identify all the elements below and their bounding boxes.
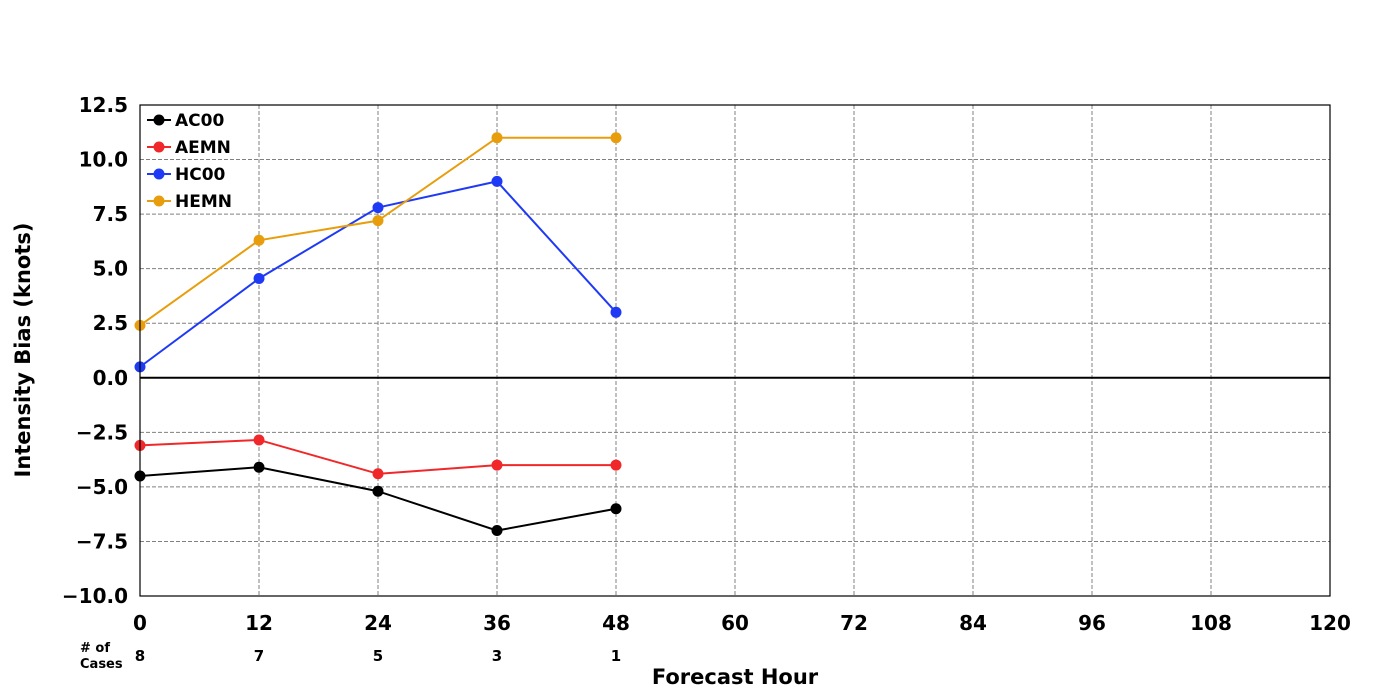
- legend-label: HC00: [175, 165, 226, 185]
- y-tick-label: 5.0: [93, 257, 128, 281]
- series-hc00: [134, 175, 622, 373]
- legend-item-hemn: HEMN: [147, 192, 232, 212]
- x-tick-label: 120: [1309, 611, 1351, 635]
- cases-label-line1: # of: [80, 641, 110, 656]
- legend-label: HEMN: [175, 192, 232, 212]
- data-point-hc00: [253, 272, 265, 284]
- legend-swatch-marker: [153, 195, 165, 207]
- legend-label: AC00: [175, 111, 224, 131]
- x-tick-label: 108: [1190, 611, 1232, 635]
- legend-swatch-marker: [153, 141, 165, 153]
- data-point-aemn: [372, 468, 384, 480]
- data-point-aemn: [253, 434, 265, 446]
- data-point-hemn: [372, 215, 384, 227]
- cases-count: 5: [373, 647, 383, 665]
- data-point-hemn: [253, 234, 265, 246]
- x-tick-label: 12: [245, 611, 273, 635]
- y-tick-label: −5.0: [76, 475, 128, 499]
- legend-item-aemn: AEMN: [147, 138, 231, 158]
- series-layer: [134, 132, 622, 537]
- data-point-ac00: [491, 525, 503, 537]
- data-point-hc00: [610, 306, 622, 318]
- cases-count: 8: [135, 647, 145, 665]
- cases-count: 3: [492, 647, 502, 665]
- legend-swatch-marker: [153, 114, 165, 126]
- x-axis-title: Forecast Hour: [652, 665, 819, 689]
- cases-count: 1: [611, 647, 621, 665]
- y-tick-labels: −10.0 −7.5 −5.0 −2.5 0.0 2.5 5.0 7.5 10.0 12.5: [62, 93, 128, 608]
- x-tick-label: 96: [1078, 611, 1106, 635]
- x-tick-label: 36: [483, 611, 511, 635]
- data-point-hemn: [491, 132, 503, 144]
- y-axis-title: Intensity Bias (knots): [11, 223, 35, 478]
- y-tick-label: 0.0: [93, 366, 128, 390]
- cases-label-line2: Cases: [80, 657, 123, 672]
- data-point-ac00: [610, 503, 622, 515]
- legend: AC00 AEMN HC00 HEMN: [147, 111, 232, 212]
- data-point-aemn: [610, 459, 622, 471]
- x-tick-label: 0: [133, 611, 147, 635]
- y-tick-label: 7.5: [93, 202, 128, 226]
- x-tick-label: 72: [840, 611, 868, 635]
- cases-count: 7: [254, 647, 264, 665]
- series-aemn: [134, 434, 622, 480]
- x-tick-label: 60: [721, 611, 749, 635]
- data-point-aemn: [491, 459, 503, 471]
- data-point-ac00: [253, 461, 265, 473]
- legend-item-hc00: HC00: [147, 165, 226, 185]
- y-tick-label: −10.0: [62, 584, 128, 608]
- y-tick-label: −7.5: [76, 529, 128, 553]
- data-point-ac00: [372, 485, 384, 497]
- x-tick-label: 24: [364, 611, 392, 635]
- x-tick-labels: 0 12 24 36 48 60 72 84 96 108 120: [133, 611, 1351, 635]
- y-tick-label: 2.5: [93, 311, 128, 335]
- legend-label: AEMN: [175, 138, 231, 158]
- y-tick-label: −2.5: [76, 420, 128, 444]
- data-point-hc00: [372, 202, 384, 214]
- series-hemn: [134, 132, 622, 331]
- x-tick-label: 48: [602, 611, 630, 635]
- plot-frame: [139, 104, 1331, 597]
- y-tick-label: 12.5: [79, 93, 128, 117]
- data-point-hc00: [491, 175, 503, 187]
- x-tick-label: 84: [959, 611, 987, 635]
- legend-item-ac00: AC00: [147, 111, 224, 131]
- y-tick-label: 10.0: [79, 148, 128, 172]
- legend-swatch-marker: [153, 168, 165, 180]
- data-point-hemn: [610, 132, 622, 144]
- cases-row: # of Cases 8 7 5 3 1: [80, 641, 621, 672]
